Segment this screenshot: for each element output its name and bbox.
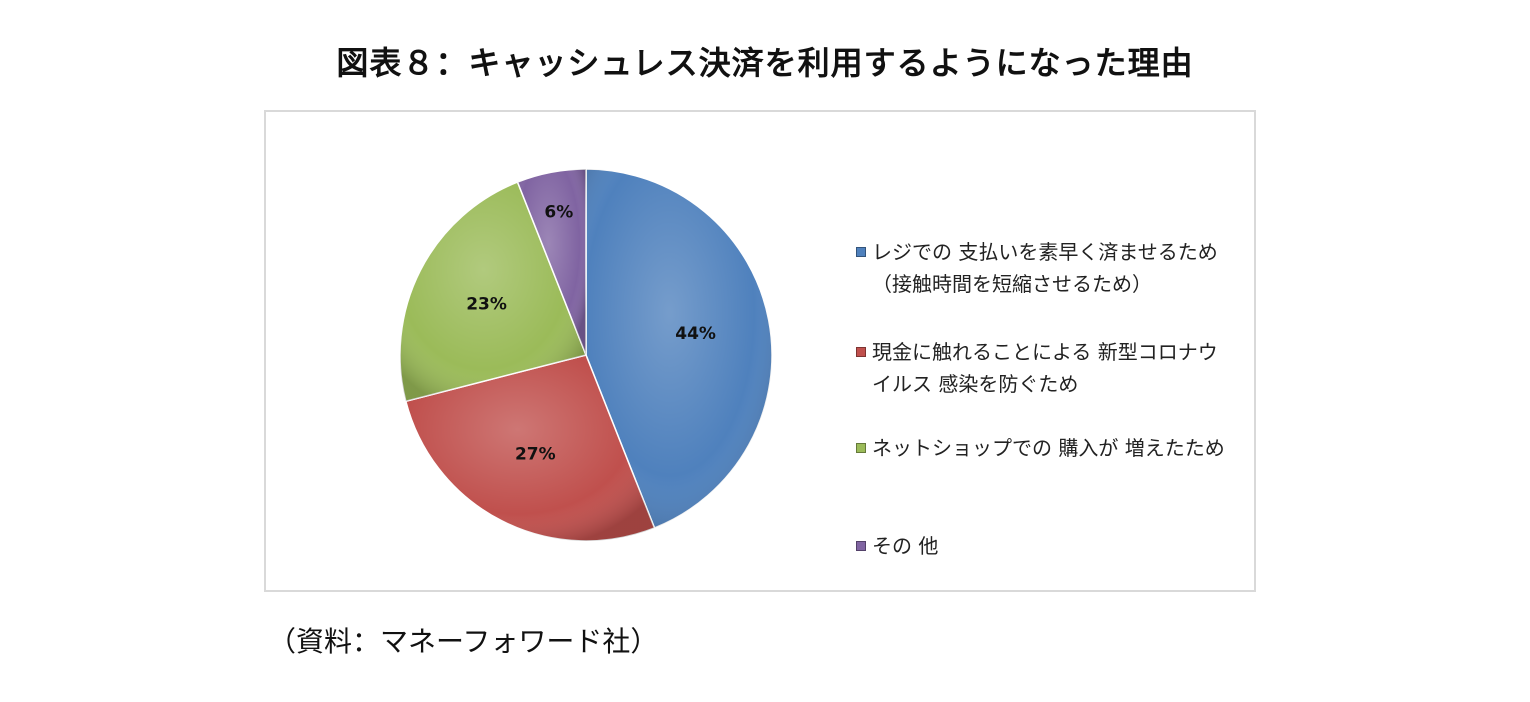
legend-label: その 他 xyxy=(872,534,939,558)
legend-item-online-shopping: ネットショップでの 購入が 増えたため xyxy=(856,432,1246,464)
legend-item-other: その 他 xyxy=(856,530,1246,562)
legend-label: レジでの 支払いを素早く済ませるため （接触時間を短縮させるため） xyxy=(872,240,1218,296)
legend-item-quick-payment: レジでの 支払いを素早く済ませるため （接触時間を短縮させるため） xyxy=(856,236,1246,300)
source-note: （資料：マネーフォワード社） xyxy=(268,625,659,658)
legend-swatch xyxy=(856,247,866,257)
slice-label-other: 6% xyxy=(544,202,573,222)
pie-chart: 44% 27% 23% 6% xyxy=(399,168,773,542)
legend-swatch xyxy=(856,541,866,551)
legend-label: 現金に触れることによる 新型コロナウ イルス 感染を防ぐため xyxy=(872,340,1218,396)
page-title: 図表８：キャッシュレス決済を利用するようになった理由 xyxy=(336,44,1194,82)
slice-online-shopping-shading xyxy=(400,182,586,402)
chart-area: 44% 27% 23% 6% レジでの 支払いを素早く済ませるため （接触時間を短縮さ… xyxy=(264,110,1256,592)
legend-swatch xyxy=(856,347,866,357)
slice-quick-payment-shading xyxy=(586,169,772,528)
slice-avoid-cash-infection-shading xyxy=(405,355,655,541)
legend-swatch xyxy=(856,443,866,453)
slice-label-quick-payment: 44% xyxy=(675,324,716,344)
slice-label-online-shopping: 23% xyxy=(466,294,507,314)
slice-label-avoid-cash-infection: 27% xyxy=(515,444,556,464)
legend-label: ネットショップでの 購入が 増えたため xyxy=(872,436,1225,460)
slice-other-shading xyxy=(517,169,586,355)
legend-item-avoid-cash-infection: 現金に触れることによる 新型コロナウ イルス 感染を防ぐため xyxy=(856,336,1246,400)
